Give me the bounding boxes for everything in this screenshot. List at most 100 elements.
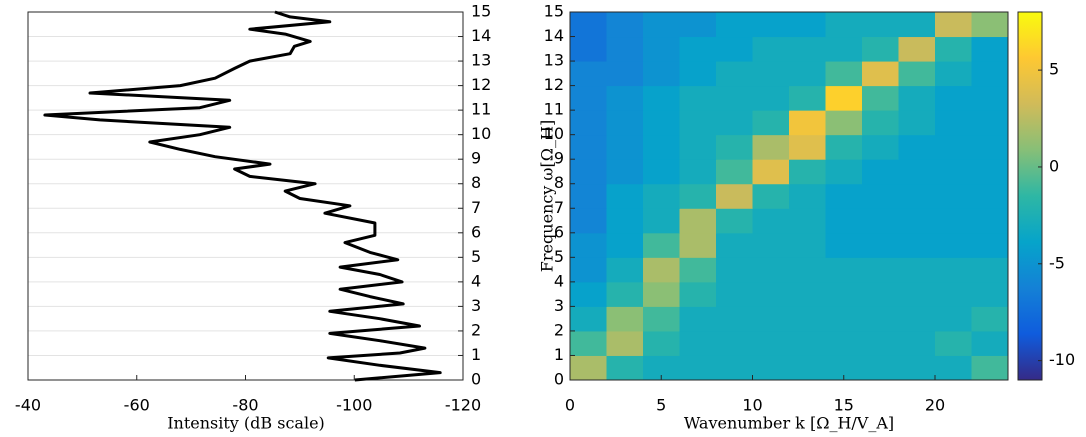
heatmap-cell bbox=[716, 36, 753, 62]
heatmap-cell bbox=[789, 306, 826, 332]
heatmap-cell bbox=[935, 36, 972, 62]
y-tick-label: 14 bbox=[471, 26, 491, 45]
line bbox=[43, 10, 442, 382]
heatmap-cell bbox=[606, 12, 644, 38]
heatmap-cell bbox=[862, 12, 899, 38]
x-tick-label: -60 bbox=[124, 396, 150, 415]
heatmap-cell bbox=[898, 306, 936, 332]
heatmap-cell bbox=[679, 306, 717, 332]
heatmap-cell bbox=[789, 134, 826, 160]
heatmap-cell bbox=[570, 306, 607, 332]
axes-box bbox=[27, 11, 464, 381]
heatmap-cell bbox=[825, 85, 863, 111]
heatmap-cell bbox=[971, 110, 1009, 136]
heatmap-cell bbox=[825, 208, 863, 234]
heatmap-cell bbox=[716, 281, 753, 307]
heatmap-cell bbox=[606, 36, 644, 62]
heatmap-cell bbox=[570, 134, 607, 160]
heatmap-cell bbox=[789, 183, 826, 209]
heatmap-cell bbox=[606, 330, 644, 356]
y-tick-label: 15 bbox=[544, 2, 564, 21]
heatmap-cell bbox=[643, 85, 680, 111]
heatmap-cell bbox=[752, 134, 790, 160]
heatmap-cell bbox=[643, 257, 680, 283]
heatmap-cell bbox=[862, 85, 899, 111]
y-tick-label: 2 bbox=[554, 320, 564, 339]
heatmap-cell bbox=[752, 257, 790, 283]
heatmap-cell bbox=[752, 208, 790, 234]
x-tick-label: -80 bbox=[232, 396, 258, 415]
y-tick-label: 6 bbox=[554, 222, 564, 241]
heatmap-cell bbox=[570, 281, 607, 307]
heatmap-cell bbox=[716, 85, 753, 111]
heatmap-cell bbox=[898, 110, 936, 136]
x-tick-label: 20 bbox=[925, 396, 945, 415]
heatmap-cell bbox=[789, 61, 826, 87]
heatmap-cell bbox=[898, 36, 936, 62]
y-tick-label: 5 bbox=[554, 247, 564, 266]
heatmap-cell bbox=[825, 257, 863, 283]
y-tick-label: 7 bbox=[554, 198, 564, 217]
y-tick-label: 2 bbox=[471, 320, 481, 339]
y-tick-label: 1 bbox=[554, 345, 564, 364]
heatmap-cell bbox=[679, 134, 717, 160]
x-axis-label: Intensity (dB scale) bbox=[167, 414, 325, 433]
heatmap-cell bbox=[679, 61, 717, 87]
heatmap-cell bbox=[679, 208, 717, 234]
heatmap-cell bbox=[898, 208, 936, 234]
heatmap-cell bbox=[570, 232, 607, 258]
heatmap-cell bbox=[971, 61, 1009, 87]
heatmap-cell bbox=[935, 134, 972, 160]
y-tick-label: 4 bbox=[554, 271, 564, 290]
heatmap-cell bbox=[789, 257, 826, 283]
y-tick-label: 3 bbox=[554, 296, 564, 315]
heatmap-cell bbox=[606, 232, 644, 258]
heatmap-cell bbox=[898, 183, 936, 209]
y-tick-label: 7 bbox=[471, 198, 481, 217]
heatmap-cell bbox=[679, 110, 717, 136]
heatmap-cell bbox=[971, 159, 1009, 185]
heatmap-cell bbox=[935, 281, 972, 307]
heatmap-cell bbox=[971, 12, 1009, 38]
heatmap-cell bbox=[789, 281, 826, 307]
y-tick-label: 11 bbox=[544, 100, 564, 119]
heatmap-cell bbox=[679, 36, 717, 62]
heatmap-cell bbox=[789, 355, 826, 381]
heatmap-cell bbox=[789, 232, 826, 258]
heatmap-cell bbox=[825, 159, 863, 185]
heatmap-cell bbox=[643, 330, 680, 356]
heatmap-cell bbox=[862, 330, 899, 356]
heatmap-cell bbox=[898, 257, 936, 283]
x-tick-label: -120 bbox=[445, 396, 481, 415]
heatmap-cell bbox=[935, 330, 972, 356]
heatmap-cell bbox=[679, 232, 717, 258]
heatmap-cell bbox=[643, 232, 680, 258]
y-tick-label: 12 bbox=[544, 75, 564, 94]
y-axis-label: Frequency ω[Ω_H] bbox=[538, 120, 557, 272]
heatmap-cell bbox=[898, 355, 936, 381]
heatmap-cell bbox=[752, 110, 790, 136]
heatmap-cell bbox=[825, 36, 863, 62]
y-tick-label: 0 bbox=[471, 370, 481, 389]
heatmap-cell bbox=[606, 134, 644, 160]
heatmap-cell bbox=[643, 134, 680, 160]
heatmap-cell bbox=[935, 61, 972, 87]
y-tick-label: 8 bbox=[554, 173, 564, 192]
y-tick-label: 9 bbox=[554, 149, 564, 168]
heatmap-cell bbox=[862, 159, 899, 185]
heatmap-cell bbox=[898, 330, 936, 356]
heatmap-cell bbox=[971, 183, 1009, 209]
heatmap-cell bbox=[570, 183, 607, 209]
heatmap-cell bbox=[971, 134, 1009, 160]
heatmap-cell bbox=[789, 12, 826, 38]
heatmap-cell bbox=[971, 257, 1009, 283]
heatmap-cell bbox=[935, 85, 972, 111]
y-tick-label: 12 bbox=[471, 75, 491, 94]
heatmap-cell bbox=[825, 110, 863, 136]
heatmap-cell bbox=[971, 208, 1009, 234]
heatmap-cell bbox=[898, 159, 936, 185]
heatmap-cell bbox=[862, 61, 899, 87]
heatmap-cell bbox=[825, 330, 863, 356]
heatmap-cell bbox=[935, 355, 972, 381]
heatmap-cell bbox=[971, 330, 1009, 356]
